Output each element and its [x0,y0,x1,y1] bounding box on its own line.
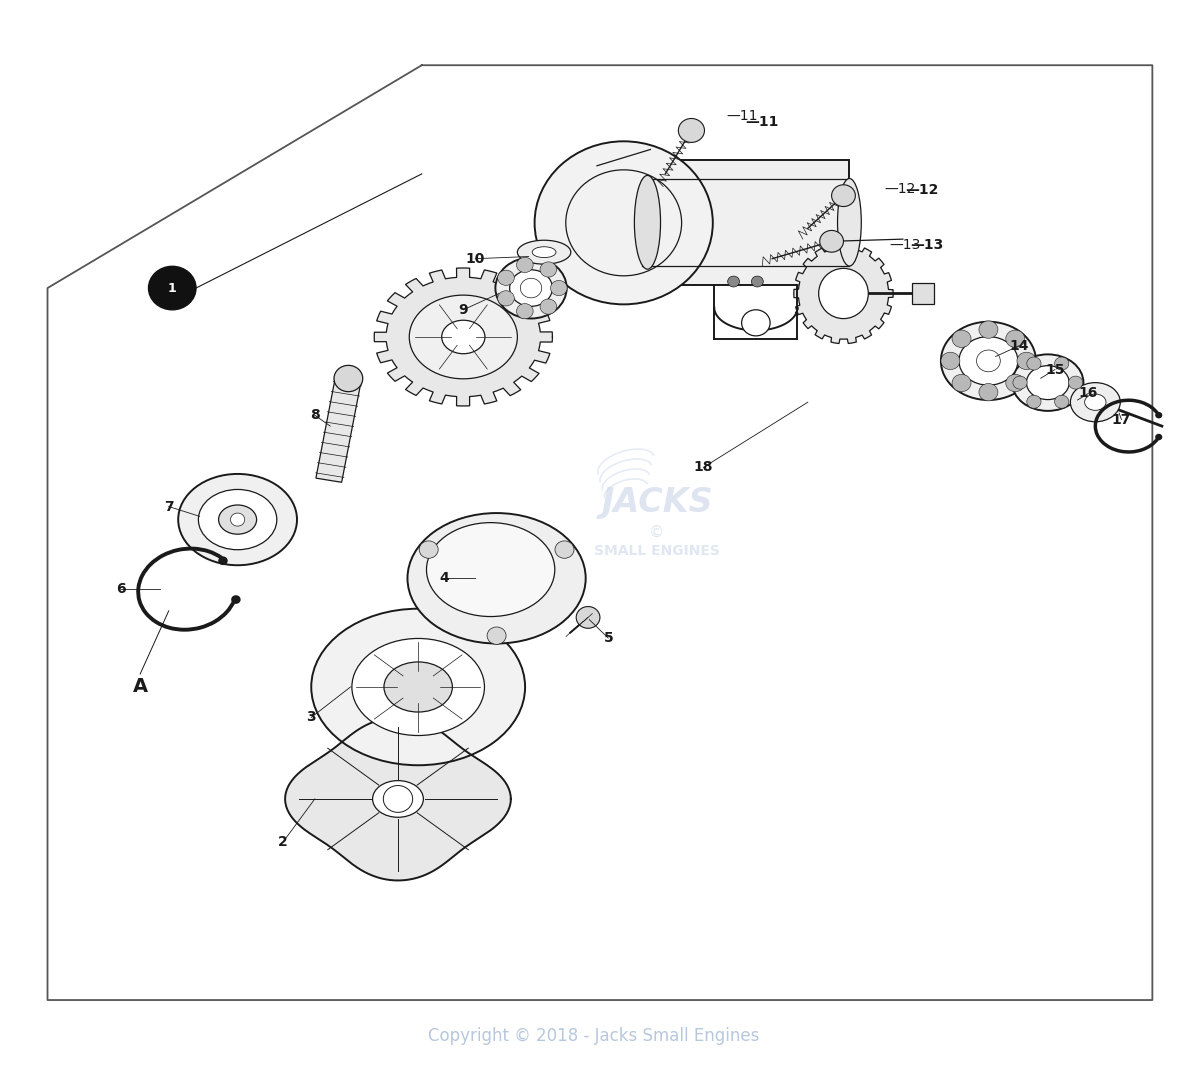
Ellipse shape [1012,354,1083,411]
Circle shape [550,280,567,296]
Ellipse shape [409,295,518,379]
Circle shape [751,276,764,287]
Circle shape [1006,374,1025,391]
Text: A: A [133,677,147,697]
Text: 15: 15 [1045,363,1064,376]
Circle shape [979,321,998,338]
Text: 14: 14 [1010,339,1029,352]
Circle shape [419,541,438,559]
Text: —11: —11 [727,110,758,123]
Text: —11: —11 [745,115,778,128]
Ellipse shape [373,780,423,817]
Circle shape [334,365,362,391]
Ellipse shape [532,247,556,258]
Circle shape [952,374,971,391]
Circle shape [517,303,533,318]
Ellipse shape [941,322,1036,400]
Circle shape [576,607,600,628]
Circle shape [952,330,971,348]
Circle shape [1055,396,1069,409]
Circle shape [232,596,241,604]
Ellipse shape [819,268,868,318]
Circle shape [1017,352,1036,370]
Ellipse shape [426,523,555,616]
Circle shape [727,276,739,287]
Ellipse shape [178,474,297,565]
Circle shape [1068,376,1082,389]
Ellipse shape [510,270,552,307]
Circle shape [230,513,245,526]
Ellipse shape [219,505,257,534]
Circle shape [517,258,533,273]
Polygon shape [316,376,361,483]
Text: 16: 16 [1079,387,1098,400]
Text: 7: 7 [164,500,173,513]
Text: 10: 10 [466,252,485,265]
Bar [642,160,849,285]
Circle shape [820,230,843,252]
Ellipse shape [442,321,485,353]
Circle shape [1006,330,1025,348]
Ellipse shape [407,513,586,644]
Circle shape [1055,357,1069,370]
Ellipse shape [198,489,277,550]
Circle shape [541,299,557,314]
Circle shape [384,786,412,812]
Circle shape [678,118,704,142]
Ellipse shape [1026,365,1069,400]
Circle shape [1013,376,1028,389]
Text: SMALL ENGINES: SMALL ENGINES [594,545,720,558]
Ellipse shape [634,175,661,270]
Ellipse shape [495,258,567,318]
Text: 5: 5 [604,632,613,645]
Text: 18: 18 [694,461,713,474]
Circle shape [148,266,196,310]
Text: 2: 2 [278,836,287,849]
Circle shape [741,310,770,336]
Circle shape [1026,357,1041,370]
Polygon shape [374,268,552,405]
Text: —12: —12 [905,184,939,197]
Text: 3: 3 [307,711,316,724]
Circle shape [498,271,514,286]
Text: 6: 6 [116,583,126,596]
Ellipse shape [838,178,861,266]
Circle shape [541,262,557,277]
Ellipse shape [352,638,485,736]
Circle shape [498,290,514,305]
Circle shape [520,278,542,298]
Circle shape [977,350,1000,372]
Ellipse shape [384,662,453,712]
Polygon shape [794,243,893,343]
Text: 9: 9 [459,303,468,316]
Circle shape [1155,434,1162,440]
Circle shape [555,541,574,559]
Circle shape [832,185,855,207]
Ellipse shape [1070,383,1120,422]
Text: —13: —13 [910,238,943,251]
Bar [912,283,934,304]
Circle shape [979,384,998,401]
Circle shape [219,557,228,565]
Circle shape [1155,412,1162,418]
Text: —13: —13 [890,238,921,251]
Text: JACKS: JACKS [601,486,713,518]
Ellipse shape [518,240,571,264]
Text: 8: 8 [310,409,320,422]
Ellipse shape [1085,393,1106,410]
Circle shape [487,627,506,645]
Text: ©: © [650,525,664,540]
Text: Copyright © 2018 - Jacks Small Engines: Copyright © 2018 - Jacks Small Engines [429,1027,759,1045]
Text: 4: 4 [440,572,449,585]
Text: —12: —12 [885,183,916,196]
Circle shape [535,141,713,304]
Text: 17: 17 [1112,413,1131,426]
Text: 1: 1 [168,282,177,295]
Polygon shape [285,717,511,880]
Ellipse shape [959,337,1018,385]
Circle shape [1026,396,1041,409]
Ellipse shape [311,609,525,765]
Circle shape [941,352,960,370]
